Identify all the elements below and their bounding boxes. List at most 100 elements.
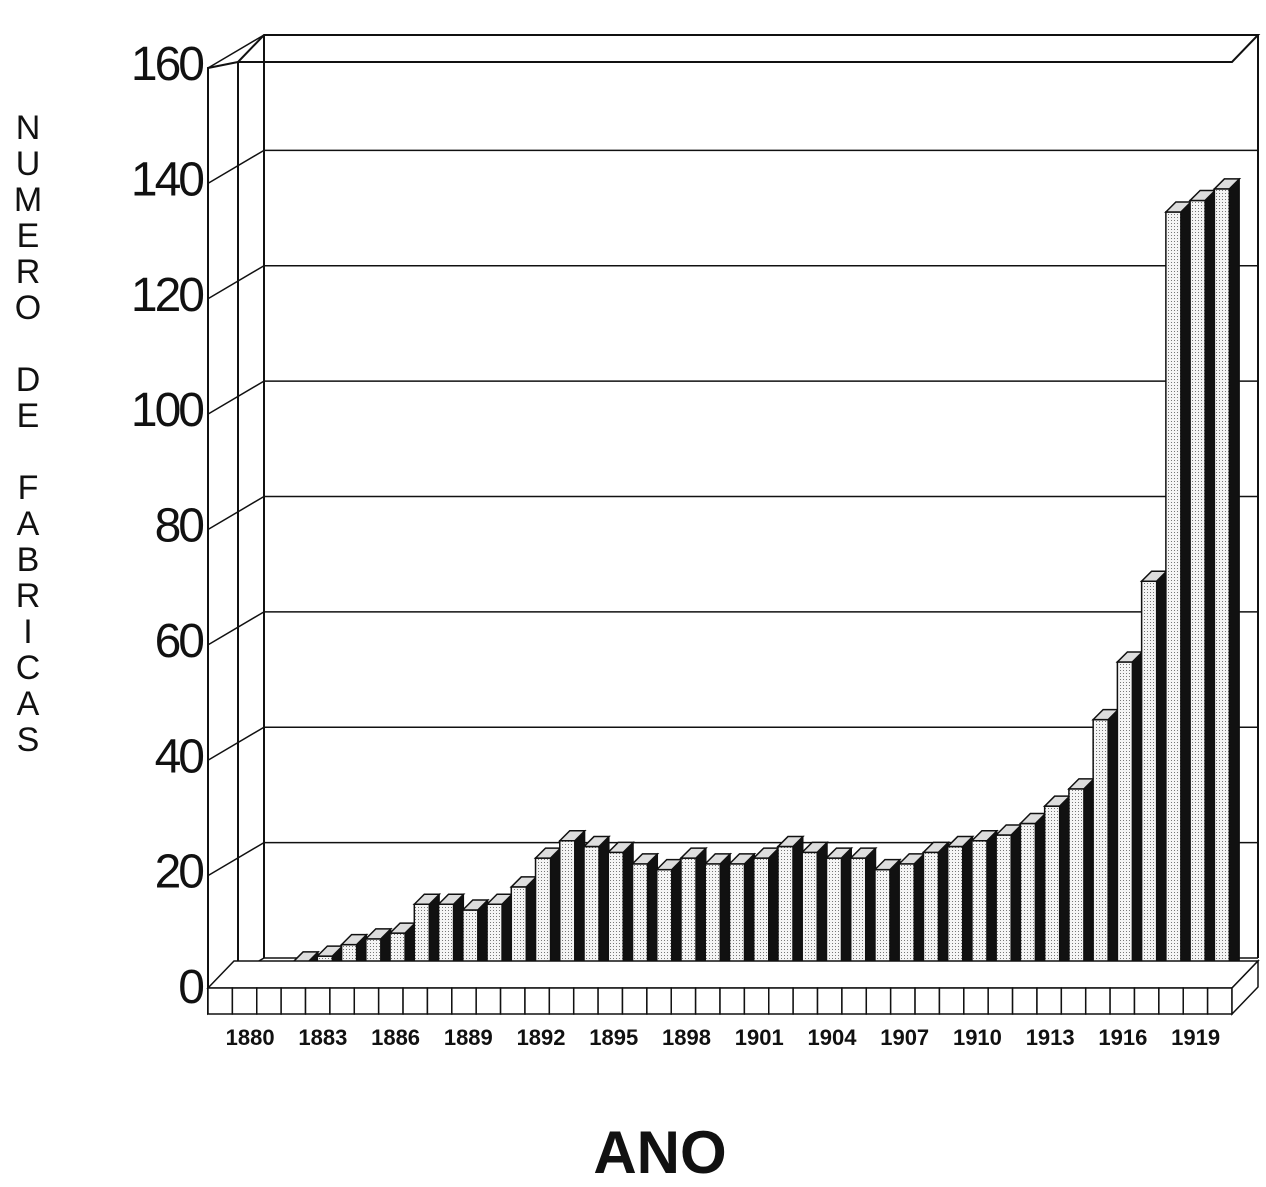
floor-cell — [1109, 987, 1136, 1015]
chart-frame — [207, 34, 1261, 1016]
gridline-wall — [207, 149, 265, 185]
bar-front — [1043, 805, 1061, 986]
floor-cell — [548, 987, 575, 1015]
bar — [970, 829, 999, 987]
y-tick-label: 60 — [155, 615, 204, 668]
x-tick-label: 1904 — [807, 1025, 857, 1050]
floor-cell — [987, 987, 1014, 1015]
bar — [630, 852, 660, 987]
gridline-wall — [207, 265, 265, 300]
bar-front — [1189, 199, 1206, 986]
floor-cell — [402, 987, 429, 1015]
bar — [1067, 777, 1096, 987]
bar — [751, 846, 781, 987]
floor-cell — [304, 987, 331, 1015]
floor-cell — [451, 987, 477, 1015]
bar — [533, 846, 563, 987]
bar — [921, 841, 951, 987]
bar — [848, 846, 878, 987]
floor-cell — [621, 987, 648, 1015]
y-axis-ticks: 0 20 40 60 80 100 120 140 160 — [131, 38, 206, 1014]
gridline-wall — [207, 841, 265, 877]
y-tick-label: 160 — [131, 38, 203, 91]
bar-front — [1165, 211, 1182, 986]
floor-cell — [1036, 987, 1063, 1015]
floor-cell — [914, 987, 941, 1015]
x-axis-ticks: 1880 1883 1886 1889 1892 1895 1898 1901 1904 1907… — [226, 1025, 1220, 1050]
bar — [994, 823, 1024, 987]
gridline-wall — [207, 726, 265, 761]
gridline-wall — [207, 495, 265, 531]
x-axis-floor — [206, 959, 1260, 1016]
bar-front — [1213, 188, 1231, 986]
bar-front — [1140, 580, 1158, 986]
floor-cell — [719, 987, 746, 1015]
bar — [1018, 812, 1048, 987]
x-tick-label: 1895 — [589, 1025, 638, 1050]
floor-cell — [743, 987, 770, 1015]
bar-side — [1228, 177, 1240, 987]
floor-side — [1231, 959, 1259, 1016]
floor-cell — [865, 987, 892, 1015]
floor-cell — [1206, 987, 1233, 1015]
floor-cell — [1158, 987, 1184, 1015]
bar — [679, 846, 708, 987]
floor-cell — [231, 987, 258, 1015]
x-tick-label: 1883 — [298, 1025, 347, 1050]
bar — [1188, 189, 1217, 987]
floor-cell — [841, 987, 868, 1015]
floor-cell — [792, 987, 819, 1015]
bar — [1139, 569, 1169, 987]
y-tick-label: 0 — [178, 961, 203, 1014]
floor-cell — [768, 987, 794, 1015]
floor-cell — [1011, 987, 1038, 1015]
floor-cell — [280, 987, 307, 1015]
floor-cell — [694, 987, 721, 1015]
y-tick-label: 20 — [155, 846, 204, 899]
bar-front — [1068, 788, 1085, 986]
x-tick-label: 1886 — [371, 1025, 420, 1050]
bar — [1212, 177, 1242, 987]
y-tick-label: 80 — [155, 500, 204, 553]
floor-cell — [938, 987, 965, 1015]
bars — [242, 177, 1242, 987]
y-tick-label: 100 — [131, 384, 203, 437]
floor-cell — [256, 987, 282, 1015]
x-tick-label: 1889 — [444, 1025, 493, 1050]
floor-cell — [377, 987, 404, 1015]
floor-cell — [475, 987, 502, 1015]
x-tick-label: 1880 — [226, 1025, 275, 1050]
floor-cell — [426, 987, 453, 1015]
floor-cell — [670, 987, 697, 1015]
left-wall — [207, 60, 239, 1016]
floor-cell — [1084, 987, 1111, 1015]
x-tick-label: 1907 — [880, 1025, 929, 1050]
floor-cell — [1133, 987, 1160, 1015]
floor-cell — [524, 987, 551, 1015]
floor-cell — [963, 987, 989, 1015]
floor-cell — [816, 987, 843, 1015]
floor-cell — [329, 987, 356, 1015]
x-tick-label: 1910 — [953, 1025, 1002, 1050]
top-edge — [235, 34, 1261, 63]
floor-cell — [1182, 987, 1209, 1015]
floor-cell — [646, 987, 672, 1015]
x-tick-label: 1892 — [517, 1025, 566, 1050]
bar — [824, 846, 854, 987]
floor-cell — [207, 987, 234, 1015]
bar — [557, 829, 587, 987]
gridline-wall — [207, 380, 265, 415]
x-tick-label: 1919 — [1171, 1025, 1220, 1050]
bar — [945, 835, 975, 987]
floor-cell — [572, 987, 599, 1015]
y-tick-label: 120 — [131, 269, 203, 322]
gridline-wall — [207, 34, 265, 69]
x-tick-label: 1901 — [735, 1025, 784, 1050]
floor-cell — [353, 987, 380, 1015]
bar — [1164, 200, 1193, 987]
x-tick-label: 1898 — [662, 1025, 711, 1050]
floor-cell — [1060, 987, 1087, 1015]
floor-cell — [889, 987, 916, 1015]
